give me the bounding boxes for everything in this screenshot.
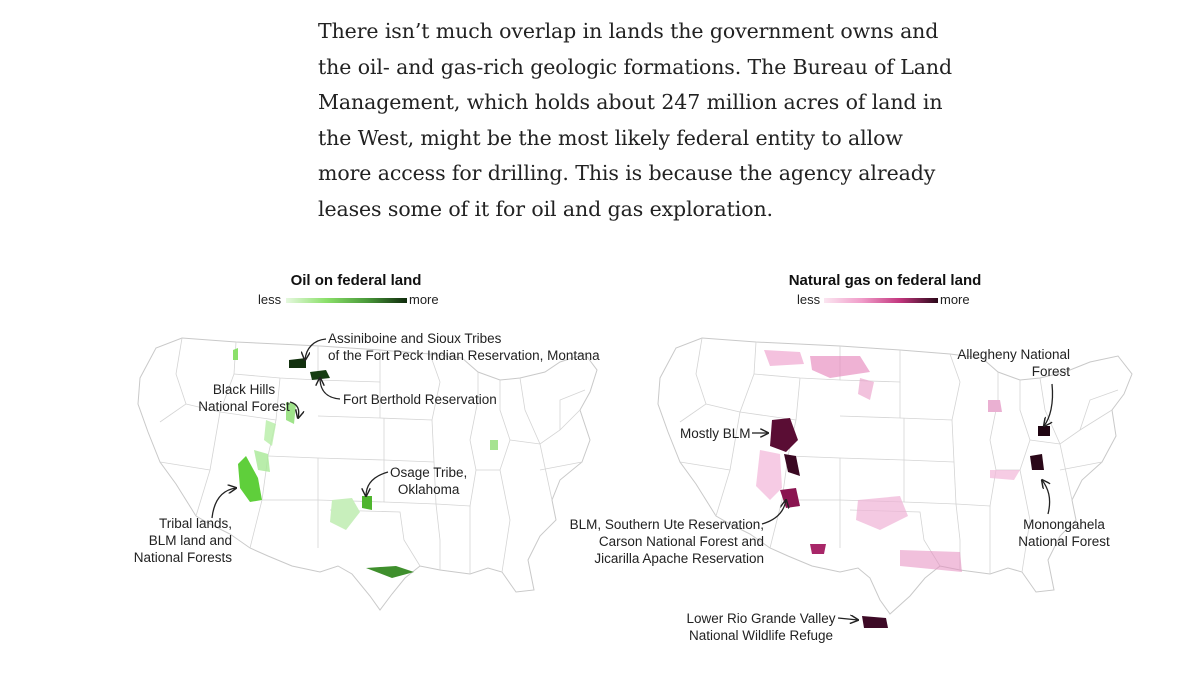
gas-us-map xyxy=(657,337,1133,628)
gas-map-title: Natural gas on federal land xyxy=(788,272,982,289)
oil-map-title: Oil on federal land xyxy=(290,272,422,289)
gas-legend-less: less xyxy=(797,292,821,307)
oil-arrow-fort-berthold xyxy=(320,378,341,400)
oil-label-fort-berthold: Fort Berthold Reservation xyxy=(343,392,497,407)
gas-arrow-allegheny xyxy=(1044,383,1054,426)
intro-paragraph: There isn’t much overlap in lands the go… xyxy=(318,19,953,221)
oil-label-tribal: Tribal lands, BLM land and National Fore… xyxy=(133,516,232,565)
oil-arrow-tribal xyxy=(211,488,236,519)
oil-legend-gradient xyxy=(286,298,407,303)
gas-label-allegheny: Allegheny National Forest xyxy=(957,347,1070,379)
oil-arrow-assiniboine xyxy=(305,338,327,360)
oil-label-assiniboine: Assiniboine and Sioux Tribes of the Fort… xyxy=(328,331,600,363)
gas-federal-land xyxy=(756,350,1050,628)
oil-arrow-osage xyxy=(366,471,389,496)
gas-arrow-monongahela xyxy=(1042,480,1050,515)
gas-label-rio-grande: Lower Rio Grande Valley National Wildlif… xyxy=(686,611,836,643)
gas-arrow-blm xyxy=(761,500,786,525)
oil-legend-more: more xyxy=(409,292,439,307)
gas-label-blm: BLM, Southern Ute Reservation, Carson Na… xyxy=(569,517,764,566)
gas-legend-more: more xyxy=(940,292,970,307)
oil-us-outline xyxy=(137,337,598,611)
oil-us-map xyxy=(137,337,598,611)
oil-arrow-black-hills xyxy=(289,401,299,418)
gas-label-monongahela: Monongahela National Forest xyxy=(1018,517,1110,549)
oil-legend-less: less xyxy=(258,292,282,307)
oil-label-osage: Osage Tribe, Oklahoma xyxy=(390,465,468,497)
oil-federal-land xyxy=(233,348,498,578)
gas-label-mostly-blm: Mostly BLM xyxy=(680,426,751,441)
oil-label-black-hills: Black Hills National Forest xyxy=(198,382,290,414)
gas-arrow-rio-grande xyxy=(837,618,858,620)
gas-legend-gradient xyxy=(824,298,938,303)
